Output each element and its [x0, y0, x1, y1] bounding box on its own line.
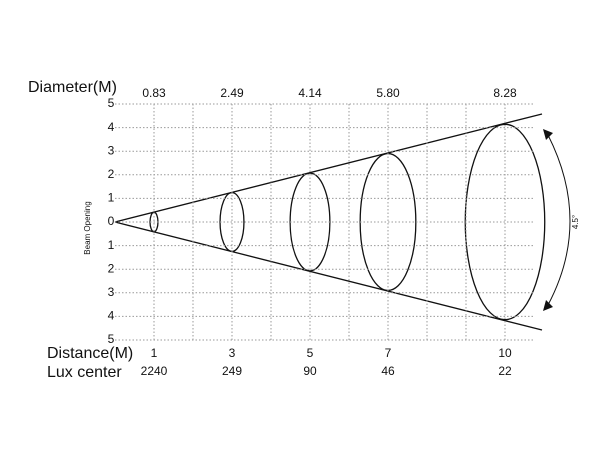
distance-value: 1	[151, 346, 158, 360]
diameter-value: 8.28	[493, 86, 517, 100]
lux-value: 90	[303, 364, 317, 378]
distance-value: 5	[307, 346, 314, 360]
lux-value: 249	[222, 364, 242, 378]
y-tick-label: 3	[108, 143, 115, 157]
y-tick-label: 4	[108, 120, 115, 134]
distance-value: 3	[229, 346, 236, 360]
distance-value: 10	[498, 346, 512, 360]
beam-edge	[114, 113, 543, 223]
diameter-value: 4.14	[298, 86, 322, 100]
y-tick-label: 1	[108, 238, 115, 252]
y-tick-label: 5	[108, 96, 115, 110]
y-tick-label: 4	[108, 309, 115, 323]
y-tick-label: 3	[108, 285, 115, 299]
lux-value: 2240	[141, 364, 168, 378]
diameter-value: 0.83	[142, 86, 166, 100]
distance-value: 7	[385, 346, 392, 360]
diameter-value: 2.49	[220, 86, 244, 100]
y-tick-label: 1	[108, 191, 115, 205]
arrow-head	[543, 300, 553, 311]
y-tick-label: 0	[108, 214, 115, 228]
angle-arc	[547, 134, 571, 306]
beam-edge	[114, 221, 543, 331]
lux-value: 22	[498, 364, 512, 378]
y-tick-label: 2	[108, 261, 115, 275]
arrow-head	[543, 129, 553, 140]
y-tick-label: 2	[108, 167, 115, 181]
beam-opening-title: Beam Opening	[83, 201, 92, 254]
diameter-value: 5.80	[376, 86, 400, 100]
beam-spot	[289, 172, 331, 272]
y-tick-label: 5	[108, 332, 115, 346]
diameter-title: Diameter(M)	[28, 79, 117, 96]
lux-title: Lux center	[47, 364, 122, 381]
angle-label: 4.5°	[571, 215, 580, 229]
lux-value: 46	[381, 364, 395, 378]
distance-title: Distance(M)	[47, 345, 133, 362]
